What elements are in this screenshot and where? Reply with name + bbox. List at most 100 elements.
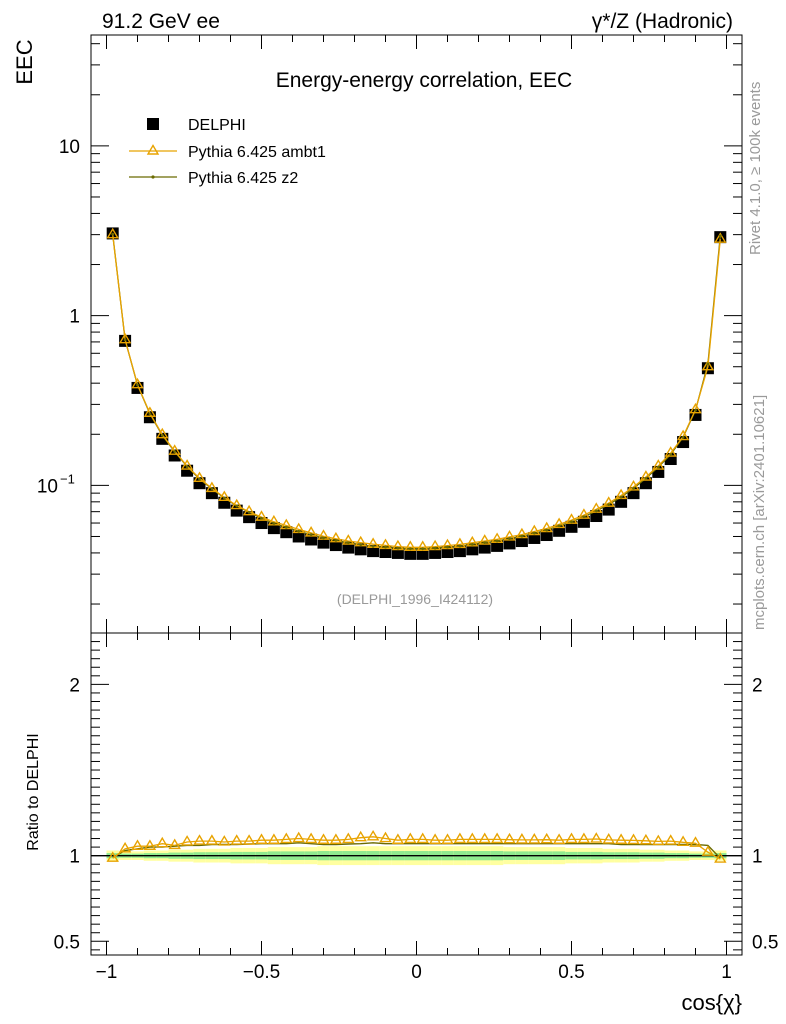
ratio-y-tick-label-right: 0.5 (752, 932, 778, 953)
ambt1-data-point (515, 527, 529, 539)
z2-data-point (359, 543, 363, 546)
ratio-ambt1-point (602, 833, 615, 844)
ambt1-data-point (168, 444, 181, 455)
z2-data-point (371, 545, 375, 548)
ambt1-data-point (156, 427, 169, 439)
ratio-ambt1-point (118, 841, 132, 853)
z2-data-point (185, 465, 189, 469)
ambt1-data-point (652, 459, 665, 470)
x-tick-label: −0.5 (243, 962, 281, 983)
ambt1-data-point (639, 470, 653, 481)
z2-data-point (446, 545, 449, 549)
analysis-watermark: (DELPHI_1996_I424112) (337, 591, 493, 607)
main-y-tick-exponent: −1 (60, 471, 75, 486)
z2-data-point (495, 539, 499, 543)
ratio-ambt1-point (242, 834, 256, 845)
legend-marker-delphi (147, 118, 159, 130)
rivet-version-label: Rivet 4.1.0, ≥ 100k events (747, 82, 764, 255)
ambt1-data-point (416, 540, 429, 551)
z2-data-point (408, 547, 412, 551)
delphi-data-point (367, 545, 380, 558)
ambt1-curve (112, 234, 721, 548)
ratio-ambt1-point (689, 836, 702, 847)
ambt1-data-point (180, 459, 194, 470)
delphi-data-point (168, 449, 181, 462)
delphi-data-point (181, 464, 194, 477)
main-y-tick-label: 1 (69, 307, 80, 328)
ambt1-data-point (664, 446, 677, 457)
legend-marker-z2 (151, 175, 155, 179)
ratio-ambt1-point (342, 832, 355, 844)
mcplots-label: mcplots.cern.ch [arXiv:2401.10621] (751, 395, 768, 630)
ratio-ambt1-point (304, 832, 318, 844)
z2-data-point (582, 515, 586, 519)
ambt1-data-point (131, 377, 144, 389)
ratio-ambt1-point (255, 833, 268, 844)
ratio-ambt1-point (391, 833, 405, 844)
z2-data-point (210, 487, 214, 491)
ratio-plot: 0.5 0.5 1 1 2 2 Ratio to DELPHI (25, 632, 779, 956)
main-data-layer (106, 227, 727, 560)
z2-data-point (421, 547, 425, 551)
legend: DELPHI Pythia 6.425 ambt1 Pythia 6.425 z… (129, 117, 326, 187)
ratio-ambt1-point (292, 831, 305, 843)
ambt1-data-point (255, 510, 268, 521)
ratio-ambt1-point (180, 835, 194, 846)
z2-data-point (322, 536, 325, 540)
ratio-ambt1-point (131, 839, 144, 850)
z2-data-point (669, 453, 673, 456)
z2-data-point (272, 522, 276, 525)
ratio-ambt1-point (267, 833, 281, 844)
ambt1-data-point (552, 517, 566, 529)
z2-data-point (483, 541, 487, 545)
ratio-y-tick-labels: 0.5 0.5 1 1 2 2 (54, 675, 779, 953)
ambt1-data-point (676, 429, 690, 441)
ratio-ambt1-point (466, 832, 479, 844)
z2-data-point (235, 504, 239, 508)
ratio-ambt1-point (701, 845, 715, 856)
ratio-ambt1-point (503, 832, 516, 844)
ratio-ambt1-point (528, 833, 541, 844)
ambt1-data-point (205, 481, 219, 493)
ambt1-data-point (193, 471, 206, 483)
ambt1-data-point (143, 406, 157, 417)
ambt1-data-point (404, 540, 417, 551)
main-y-tick-label: 10 (59, 137, 80, 158)
ratio-ambt1-point (565, 832, 578, 844)
ambt1-data-point (428, 539, 442, 551)
header-process-label: γ*/Z (Hadronic) (592, 10, 733, 33)
ratio-ambt1-point (156, 836, 169, 848)
ratio-ambt1-point (515, 833, 529, 844)
ratio-ambt1-point (416, 832, 429, 844)
ratio-ambt1-point (441, 833, 454, 844)
z2-data-point (520, 534, 524, 538)
ratio-ambt1-point (614, 833, 628, 844)
z2-data-point (594, 509, 598, 513)
z2-data-point (260, 516, 263, 520)
ratio-ambt1-point (540, 832, 553, 844)
ratio-ambt1-curve (112, 836, 721, 860)
ratio-ambt1-point (366, 829, 380, 841)
ratio-y-axis-label: Ratio to DELPHI (25, 733, 42, 850)
z2-data-point (619, 495, 623, 499)
ratio-ambt1-point (490, 832, 504, 844)
z2-data-point (532, 531, 536, 535)
ambt1-data-point (391, 539, 405, 551)
ratio-ambt1-point (329, 833, 343, 844)
z2-data-point (222, 496, 226, 500)
main-plot-title: Energy-energy correlation, EEC (276, 69, 572, 92)
x-tick-label: 0 (411, 962, 422, 983)
x-axis-label: cos{χ} (682, 990, 742, 1015)
ratio-ambt1-point (317, 833, 330, 844)
ambt1-data-point (106, 227, 119, 239)
z2-data-point (148, 412, 152, 416)
ratio-ambt1-point (627, 833, 640, 845)
z2-data-point (309, 533, 313, 536)
ambt1-data-point (441, 538, 454, 550)
z2-data-point (346, 541, 350, 545)
z2-data-point (198, 477, 201, 481)
z2-data-point (632, 486, 635, 490)
z2-data-point (470, 543, 474, 546)
